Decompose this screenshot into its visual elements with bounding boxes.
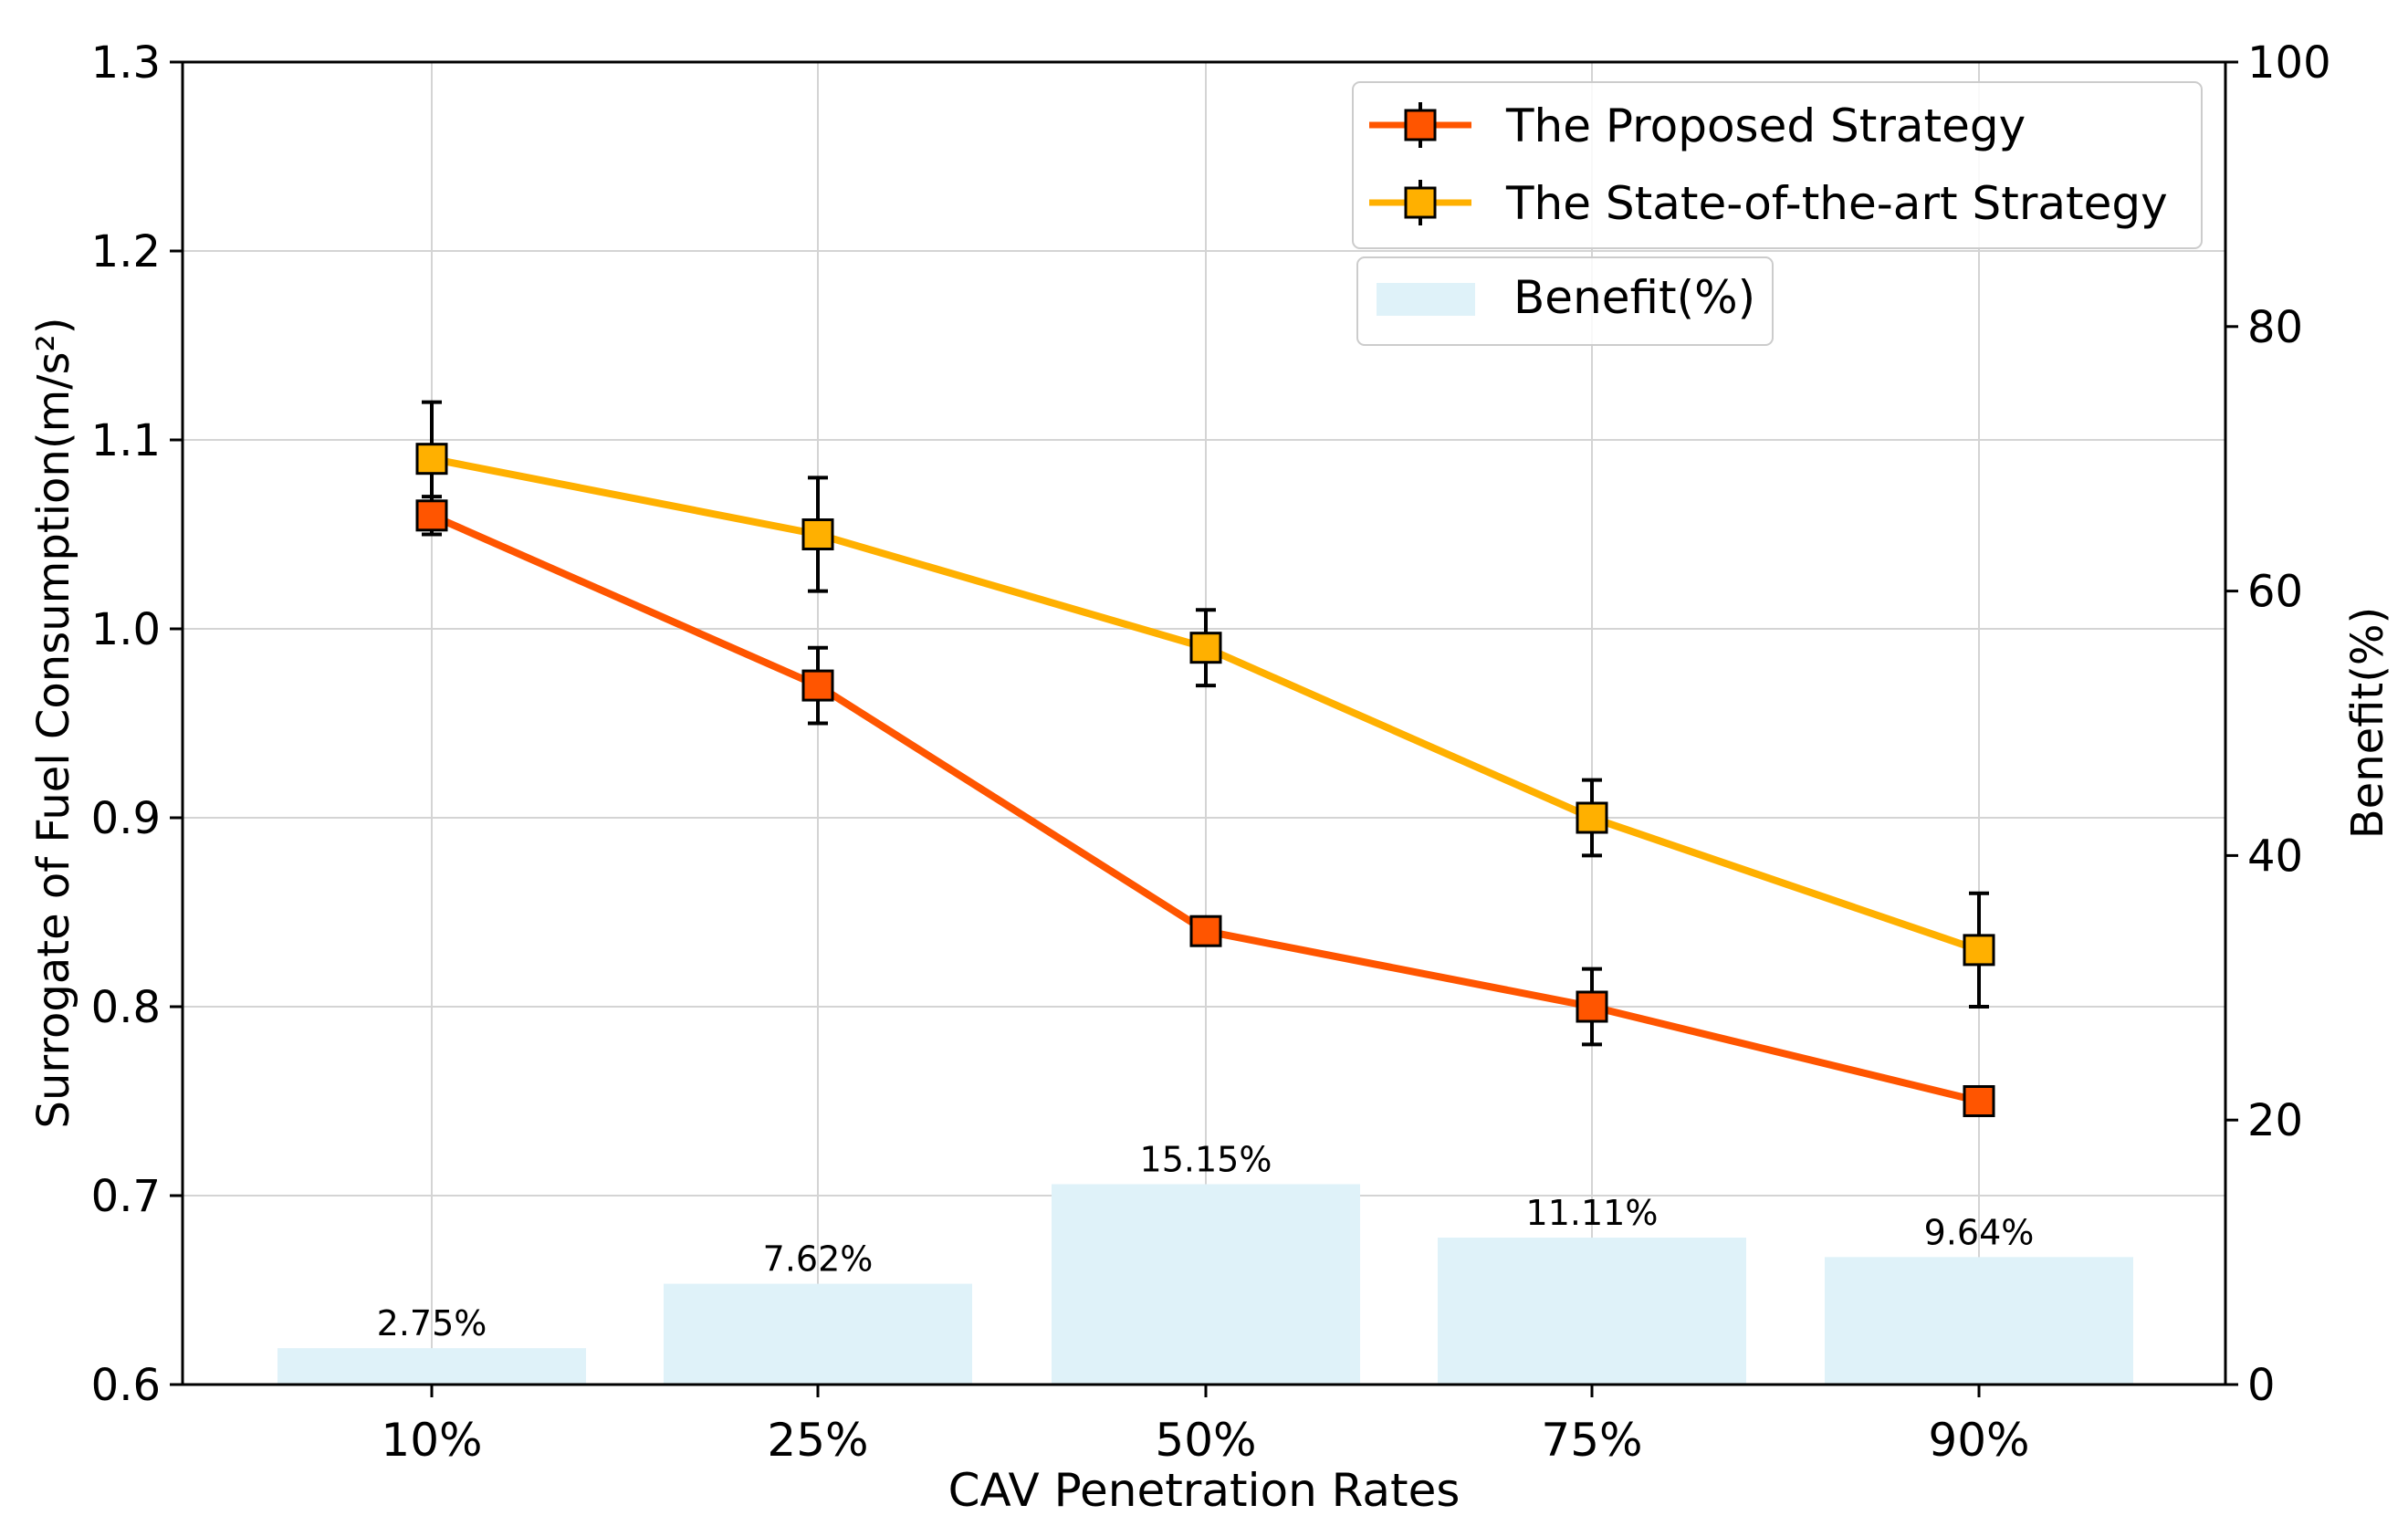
- legend-box-bars: [1356, 256, 1774, 346]
- x-tick-label: 75%: [1541, 1414, 1642, 1467]
- data-point-marker: [415, 443, 448, 476]
- y-tick-label: 0.7: [91, 1171, 161, 1222]
- y-right-tick-label: 60: [2247, 567, 2303, 618]
- benefit-bar-label: 2.75%: [377, 1303, 487, 1343]
- data-point-marker: [1189, 915, 1222, 947]
- legend-label-sota: The State-of-the-art Strategy: [1505, 177, 2168, 230]
- legend-label-proposed: The Proposed Strategy: [1505, 99, 2026, 152]
- benefit-bar-label: 11.11%: [1526, 1193, 1659, 1233]
- legend-label-benefit: Benefit(%): [1513, 271, 1755, 324]
- y-right-tick-label: 0: [2247, 1360, 2276, 1411]
- y-tick-label: 0.9: [91, 793, 161, 844]
- benefit-bar-label: 9.64%: [1924, 1212, 2035, 1252]
- y-right-tick-label: 20: [2247, 1095, 2303, 1146]
- bars: 2.75% 7.62% 15.15% 11.11% 9.64%: [277, 1139, 2133, 1385]
- x-tick-label: 25%: [767, 1414, 868, 1467]
- y-axis-right-label: Benefit(%): [2342, 607, 2393, 840]
- x-axis-label: CAV Penetration Rates: [948, 1464, 1461, 1517]
- legend-swatch-benefit: [1377, 283, 1475, 316]
- plot-frame: [181, 60, 2227, 1386]
- benefit-bar: [1438, 1238, 1746, 1385]
- y-tick-label: 1.2: [91, 226, 161, 277]
- y-right-tick-label: 40: [2247, 831, 2303, 882]
- y-tick-label: 1.3: [91, 37, 161, 89]
- ticks: 0.6 0.7 0.8 0.9 1.0 1.1 1.2 1.3 0 20 40 60 80 100 10% 2…: [91, 37, 2331, 1467]
- y-tick-label: 1.1: [91, 415, 161, 466]
- data-point-marker: [801, 518, 834, 550]
- y-right-tick-label: 80: [2247, 302, 2303, 353]
- data-point-marker: [801, 669, 834, 702]
- lines: [415, 400, 1995, 1117]
- x-tick-label: 10%: [381, 1414, 482, 1467]
- y-axis-label: Surrogate of Fuel Consumption(m/s²): [28, 318, 79, 1129]
- y-tick-label: 0.8: [91, 982, 161, 1033]
- legend: The Proposed Strategy The State-of-the-a…: [1352, 81, 2203, 346]
- legend-marker-sota: [1404, 186, 1437, 219]
- data-point-marker: [1576, 990, 1608, 1023]
- x-tick-label: 50%: [1155, 1414, 1256, 1467]
- data-point-marker: [1576, 801, 1608, 834]
- data-point-marker: [415, 499, 448, 532]
- y-right-tick-label: 100: [2247, 37, 2331, 89]
- benefit-bar: [1825, 1257, 2133, 1385]
- y-tick-label: 1.0: [91, 604, 161, 655]
- benefit-bar-label: 7.62%: [763, 1239, 874, 1280]
- benefit-bar: [277, 1348, 586, 1385]
- x-tick-label: 90%: [1928, 1414, 2029, 1467]
- data-point-marker: [1189, 632, 1222, 664]
- y-tick-label: 0.6: [91, 1360, 161, 1411]
- legend-marker-proposed: [1404, 109, 1437, 141]
- data-point-marker: [1963, 934, 1995, 967]
- benefit-bar: [1052, 1184, 1360, 1385]
- benefit-bar-label: 15.15%: [1140, 1139, 1272, 1179]
- data-point-marker: [1963, 1085, 1995, 1117]
- benefit-bar: [664, 1283, 972, 1385]
- legend-box-lines: [1352, 81, 2203, 249]
